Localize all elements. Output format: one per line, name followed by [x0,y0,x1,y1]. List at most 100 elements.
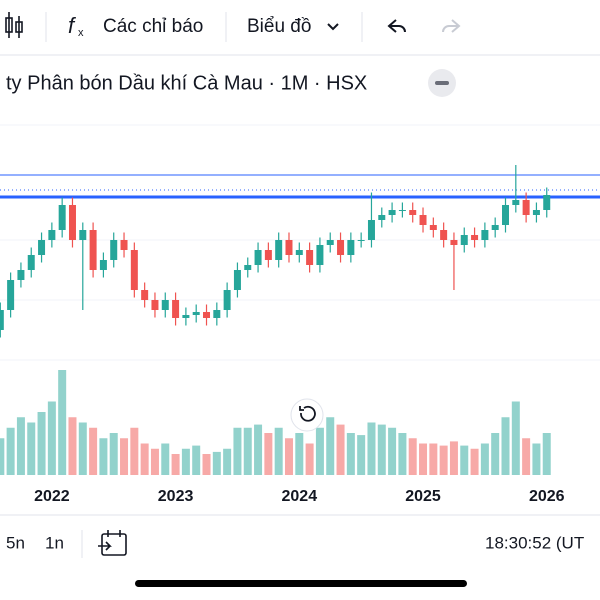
candle-body [213,310,221,318]
reset-button[interactable] [290,398,324,432]
volume-bar [140,443,149,475]
candle-body [192,312,200,315]
volume-bar [491,433,500,475]
dropdown-arrow [327,23,339,31]
range-button[interactable]: 1n [45,533,64,552]
candle-body [388,210,396,215]
candle-body [419,215,427,225]
candle-body [347,240,355,255]
volume-bar [243,427,252,475]
candle-body [38,240,46,255]
candle-body [172,300,180,318]
clock: 18:30:52 (UT [485,533,584,552]
candle-body [316,245,324,265]
candle-body [543,195,551,210]
candle-body [0,310,4,330]
volume-bar [284,438,293,475]
candle-body [326,240,334,245]
candle-body [182,315,190,318]
grid [0,124,600,361]
collapse-icon [435,81,449,85]
candle-body [120,240,128,250]
volume-bar [78,422,87,475]
fx-icon-x: x [78,27,84,39]
volume-bar [16,417,25,475]
x-axis-label: 2025 [405,488,441,505]
volume-bar [192,445,201,475]
toolbar: f x Các chỉ báo Biểu đồ [5,12,461,42]
volume-bar [68,417,77,475]
volume-bar [150,448,159,475]
volume-bar [223,448,232,475]
candle-icon[interactable] [5,12,23,38]
volume-bar [264,433,273,475]
volume-bar [58,370,67,475]
candle-body [233,270,241,290]
volume-bar [439,445,448,475]
volume-bar [233,427,242,475]
candle-body [440,230,448,240]
volume-bar [367,422,376,475]
volume-bar [6,427,15,475]
home-indicator [135,580,467,587]
candle-body [285,240,293,255]
candle-body [367,220,375,240]
volume-bar [408,438,417,475]
chart-type-button[interactable]: Biểu đồ [247,16,311,37]
candle-body [7,280,15,310]
candle-body [161,300,169,310]
volume-bar [295,433,304,475]
volume-bar [511,401,520,475]
candle-body [429,225,437,230]
volume-bar [0,438,5,475]
candle-body [79,230,87,240]
volume-bar [429,443,438,475]
volume-bar [357,435,366,475]
undo-button[interactable] [387,19,406,33]
volume-bar [181,448,190,475]
x-axis-label: 2026 [529,488,565,505]
candle-body [337,240,345,255]
volume-bar [346,433,355,475]
candle-body [58,205,66,230]
candle-body [27,255,35,270]
candle-body [398,210,406,211]
candle-body [481,230,489,240]
goto-date-icon[interactable] [98,530,127,556]
candle-body [512,200,520,205]
volume-bar [480,443,489,475]
candle-body [522,200,530,215]
fx-icon[interactable]: f [68,13,77,38]
volume-bar [171,454,180,475]
volume-bar [254,424,263,475]
candle-body [68,205,76,240]
volume-bar [470,448,479,475]
volume-bar [47,401,56,475]
candle-body [141,290,149,300]
volume-bar [388,427,397,475]
volume-bar [336,424,345,475]
candle-body [491,225,499,230]
x-axis-label: 2023 [158,488,194,505]
candle-body [471,235,479,240]
candle-body [254,250,262,265]
indicators-button[interactable]: Các chỉ báo [103,16,203,37]
volume-bar [120,438,129,475]
range-button[interactable]: 5n [6,533,25,552]
volume-bar [326,417,335,475]
symbol-title: ty Phân bón Dầu khí Cà Mau · 1M · HSX [6,72,367,94]
redo-button[interactable] [442,19,461,33]
volume-bar [130,427,139,475]
volume-bar [274,427,283,475]
volume-bar [377,424,386,475]
volume-bar [212,451,221,475]
candle-body [17,270,25,280]
candle-body [306,250,314,265]
volume-bar [315,427,324,475]
volume-bar [532,443,541,475]
volume-bar [419,443,428,475]
candle-body [264,250,272,260]
candle-body [409,210,417,215]
volume-bar [542,433,551,475]
candle-body [99,260,107,270]
